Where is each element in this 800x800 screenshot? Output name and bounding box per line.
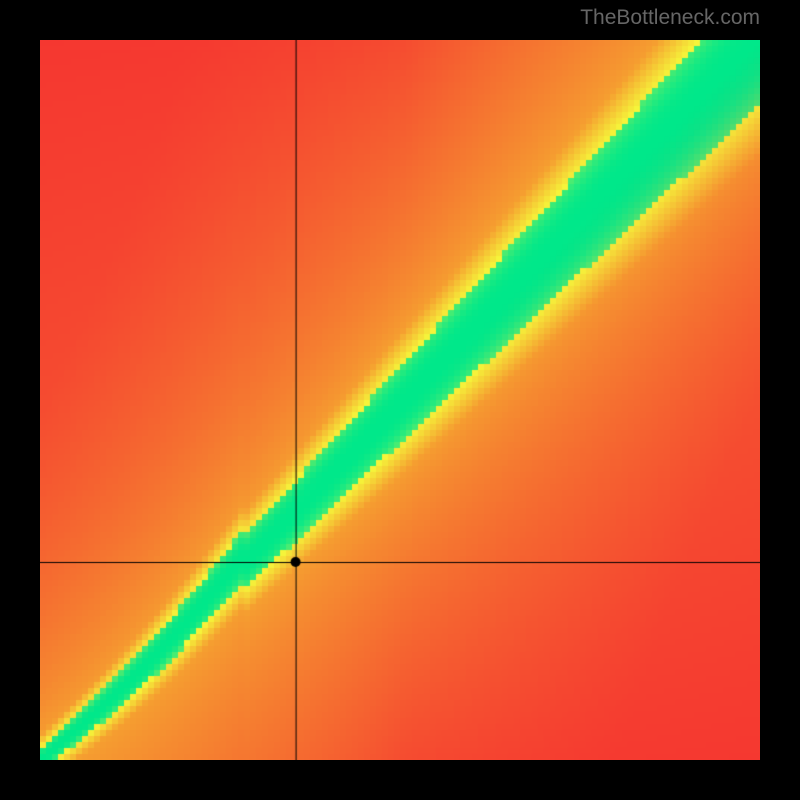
heatmap-canvas <box>40 40 760 760</box>
heatmap-plot <box>40 40 760 760</box>
watermark-text: TheBottleneck.com <box>580 6 760 30</box>
